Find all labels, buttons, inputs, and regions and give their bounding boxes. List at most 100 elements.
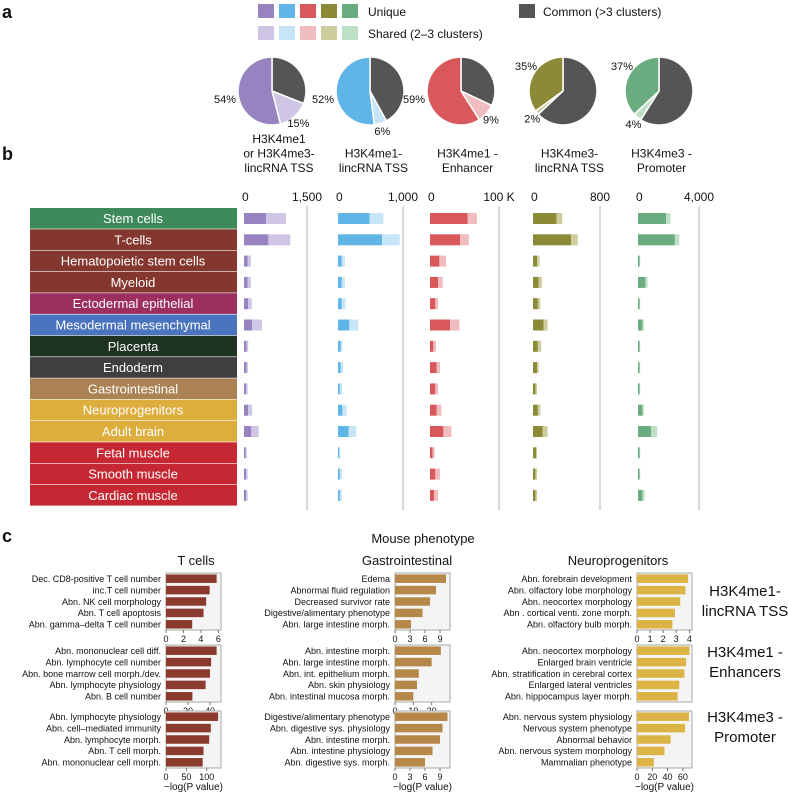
bar-shared (450, 319, 460, 331)
legend-unique-swatches (258, 4, 358, 18)
bar-shared (247, 276, 251, 288)
bar-shared (246, 489, 248, 501)
axis-tick-label: 3 (407, 772, 412, 782)
axis-tick-label: 0 (163, 634, 168, 644)
phenotype-title: Mouse phenotype (371, 531, 474, 546)
category-label-bg (30, 357, 237, 378)
phenotype-label: Abn. gamma–delta T cell number (29, 620, 161, 630)
bar-shared (543, 319, 548, 331)
bar-shared (435, 468, 441, 480)
axis-tick-label: 9 (437, 634, 442, 644)
bar-unique (244, 234, 269, 246)
phenotype-bar (637, 574, 689, 583)
phenotype-label: Abn. digestive sys. morph. (284, 758, 390, 768)
bar-shared (556, 213, 563, 224)
bar-unique (533, 340, 538, 352)
column-title: lincRNA TSS (244, 161, 313, 175)
bar-shared (369, 213, 384, 224)
bar-unique (244, 255, 248, 267)
pie-label-unique: 37% (611, 61, 633, 73)
category-label: T-cells (114, 232, 152, 247)
axis-tick-label: 50 (181, 772, 191, 782)
phenotype-label: Abn. neocortex morphology (522, 646, 633, 656)
phenotype-label: Abn. lymphocyte physiology (49, 712, 161, 722)
category-label: Myeloid (111, 275, 156, 290)
bar-shared (537, 340, 542, 352)
bar-unique (430, 340, 434, 352)
axis-tick-label: 4 (687, 634, 692, 644)
phenotype-row-label: Promoter (714, 729, 776, 746)
bar-shared (340, 340, 343, 352)
phenotype-bar (395, 680, 417, 690)
phenotype-label: Abn. lymphocyte morph. (64, 735, 161, 745)
axis-tick-label: 0 (392, 634, 397, 644)
bar-unique (338, 489, 340, 501)
bar-shared (247, 255, 251, 267)
bar-unique (430, 276, 439, 288)
phenotype-label: Abn. lymphocyte physiology (49, 680, 161, 690)
bar-unique (338, 234, 383, 246)
category-label-bg (30, 250, 237, 272)
bar-shared (642, 319, 644, 331)
bar-unique (533, 404, 538, 416)
legend-shared-label: Shared (2–3 clusters) (368, 27, 483, 41)
phenotype-bar (637, 646, 690, 655)
bar-unique (244, 298, 249, 310)
legend: Unique Shared (2–3 clusters) Common (>3 … (258, 4, 661, 41)
bar-shared (674, 234, 680, 246)
phenotype-label: Abn. stratification in cerebral cortex (491, 669, 632, 679)
bar-shared (537, 255, 540, 267)
phenotype-label: Abn. lymphocyte cell number (45, 657, 161, 667)
phenotype-column-title: T cells (177, 553, 215, 568)
phenotype-label: Digestive/alimentary phenotype (264, 608, 390, 618)
bar-unique (430, 404, 437, 416)
panel-a-letter: a (2, 2, 13, 22)
phenotype-label: inc.T cell number (93, 585, 161, 595)
phenotype-bar (637, 758, 654, 767)
legend-common-label: Common (>3 clusters) (543, 5, 661, 19)
phenotype-label: Abn. int. epithelium morph. (283, 669, 390, 679)
phenotype-bar (395, 723, 443, 733)
cluster-column: H3K4me1 -Enhancer 0 100 K (428, 147, 515, 510)
bar-shared (639, 447, 641, 459)
bar-shared (571, 234, 578, 246)
bar-shared (248, 404, 253, 416)
category-label-bg (30, 229, 237, 250)
bar-shared (436, 404, 442, 416)
axis-tick-label: 0 (531, 190, 538, 204)
pie-slice-unique (426, 56, 481, 126)
phenotype-row-label: lincRNA TSS (702, 603, 788, 620)
bar-shared (246, 383, 248, 395)
bar-unique (638, 362, 640, 374)
pie-chart: 52% 6% (312, 56, 405, 138)
bar-unique (638, 447, 640, 459)
bar-unique (244, 468, 247, 480)
column-title: Promoter (637, 161, 686, 175)
column-title: H3K4me1- (345, 147, 402, 161)
phenotype-bar (637, 746, 665, 756)
axis-tick-label: 6 (216, 634, 221, 644)
bar-shared (639, 362, 641, 374)
category-label: Adult brain (102, 424, 164, 439)
bar-shared (252, 319, 262, 331)
legend-shared-swatch (300, 26, 316, 40)
phenotype-label: Abn. T cell morph. (88, 746, 161, 756)
bar-shared (342, 404, 347, 416)
pie-slice-unique (624, 56, 660, 116)
bar-shared (348, 426, 357, 437)
bar-unique (430, 383, 436, 395)
phenotype-label: Abn. digestive sys. physiology (270, 723, 391, 733)
pie-chart: 59% 9% (403, 56, 499, 126)
phenotype-bar (395, 669, 419, 678)
phenotype-label: Decreased survivor rate (294, 597, 390, 607)
legend-unique-swatch (258, 4, 274, 18)
bar-shared (435, 298, 439, 310)
phenotype-bar (166, 574, 217, 583)
phenotype-label: Abn. olfactory lobe morphology (508, 585, 633, 595)
pie-label-unique: 35% (515, 61, 537, 73)
bar-shared (537, 362, 539, 374)
axis-tick-label: 9 (437, 772, 442, 782)
cluster-bar-charts: Stem cells T-cells Hematopoietic stem cell… (30, 132, 714, 510)
